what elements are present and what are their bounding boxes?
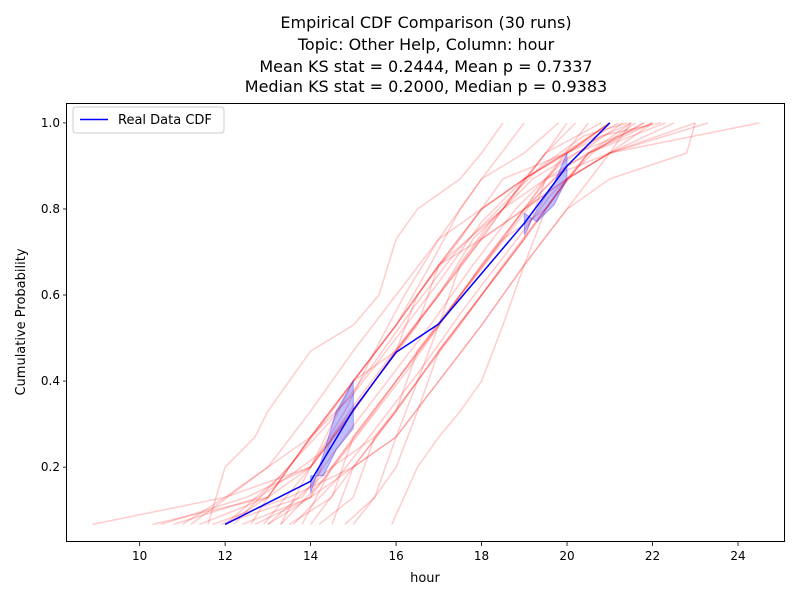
y-tick-label: 0.4 <box>41 374 60 388</box>
x-tick-label: 22 <box>645 549 660 563</box>
real-data-cdf-line <box>224 122 611 526</box>
y-tick-label: 0.6 <box>41 288 60 302</box>
y-tick-label: 1.0 <box>41 116 60 130</box>
legend-label-real-data-cdf: Real Data CDF <box>118 113 212 128</box>
simulated-run-line-3 <box>207 122 504 525</box>
simulated-run-line-13 <box>224 122 559 526</box>
x-axis-label: hour <box>410 571 440 586</box>
legend: Real Data CDF <box>72 106 225 134</box>
simulated-run-line-11 <box>391 122 653 525</box>
simulated-run-line-30 <box>292 122 636 525</box>
simulated-run-line-29 <box>220 122 662 526</box>
x-tick-label: 12 <box>217 549 232 563</box>
real-cdf-layer <box>224 122 611 526</box>
simulated-run-line-4 <box>241 122 653 526</box>
simulated-run-line-17 <box>318 122 666 525</box>
y-tick-label: 0.2 <box>41 460 60 474</box>
x-tick-label: 16 <box>388 549 403 563</box>
x-tick-label: 20 <box>559 549 574 563</box>
x-tick-label: 24 <box>730 549 745 563</box>
confidence-bands <box>310 152 568 494</box>
x-tick-label: 10 <box>132 549 147 563</box>
simulated-run-line-23 <box>309 122 632 525</box>
simulated-run-line-5 <box>280 122 568 525</box>
simulated-run-line-12 <box>344 122 611 525</box>
simulated-run-line-1 <box>92 122 709 526</box>
y-axis-label: Cumulative Probability <box>14 248 29 395</box>
x-tick-label: 14 <box>303 549 318 563</box>
simulated-run-line-19 <box>181 122 611 526</box>
plot-area <box>92 122 760 526</box>
simulated-run-line-16 <box>233 122 645 525</box>
simulated-run-line-22 <box>199 122 602 526</box>
simulated-run-line-15 <box>267 122 611 526</box>
confidence-band-1 <box>310 379 354 494</box>
simulated-run-line-7 <box>190 122 525 526</box>
simulated-run-line-8 <box>254 122 696 526</box>
chart-title-line-4: Median KS stat = 0.2000, Median p = 0.93… <box>245 77 607 96</box>
y-tick-label: 0.8 <box>41 202 60 216</box>
simulated-run-line-9 <box>160 122 632 526</box>
plot-frame <box>66 103 785 542</box>
simulated-run-line-21 <box>267 122 675 525</box>
chart-title-line-3: Mean KS stat = 0.2444, Mean p = 0.7337 <box>259 57 592 76</box>
simulated-run-line-2 <box>152 122 760 526</box>
simulated-run-line-14 <box>212 122 696 526</box>
legend-box <box>72 106 225 134</box>
x-tick-label: 18 <box>474 549 489 563</box>
chart-title-line-2: Topic: Other Help, Column: hour <box>297 35 555 54</box>
simulated-run-line-20 <box>263 122 619 525</box>
simulated-run-line-25 <box>173 122 653 526</box>
chart-title-line-1: Empirical CDF Comparison (30 runs) <box>280 13 571 32</box>
simulated-run-line-28 <box>224 122 628 525</box>
simulated-run-line-24 <box>250 122 611 525</box>
y-axis-ticks: 0.2 0.4 0.6 0.8 1.0 <box>41 116 67 474</box>
x-axis-ticks: 10 12 14 16 18 20 22 24 <box>132 542 746 563</box>
confidence-band-2 <box>523 152 568 236</box>
simulated-run-line-18 <box>288 122 577 526</box>
simulated-run-line-6 <box>331 122 632 525</box>
